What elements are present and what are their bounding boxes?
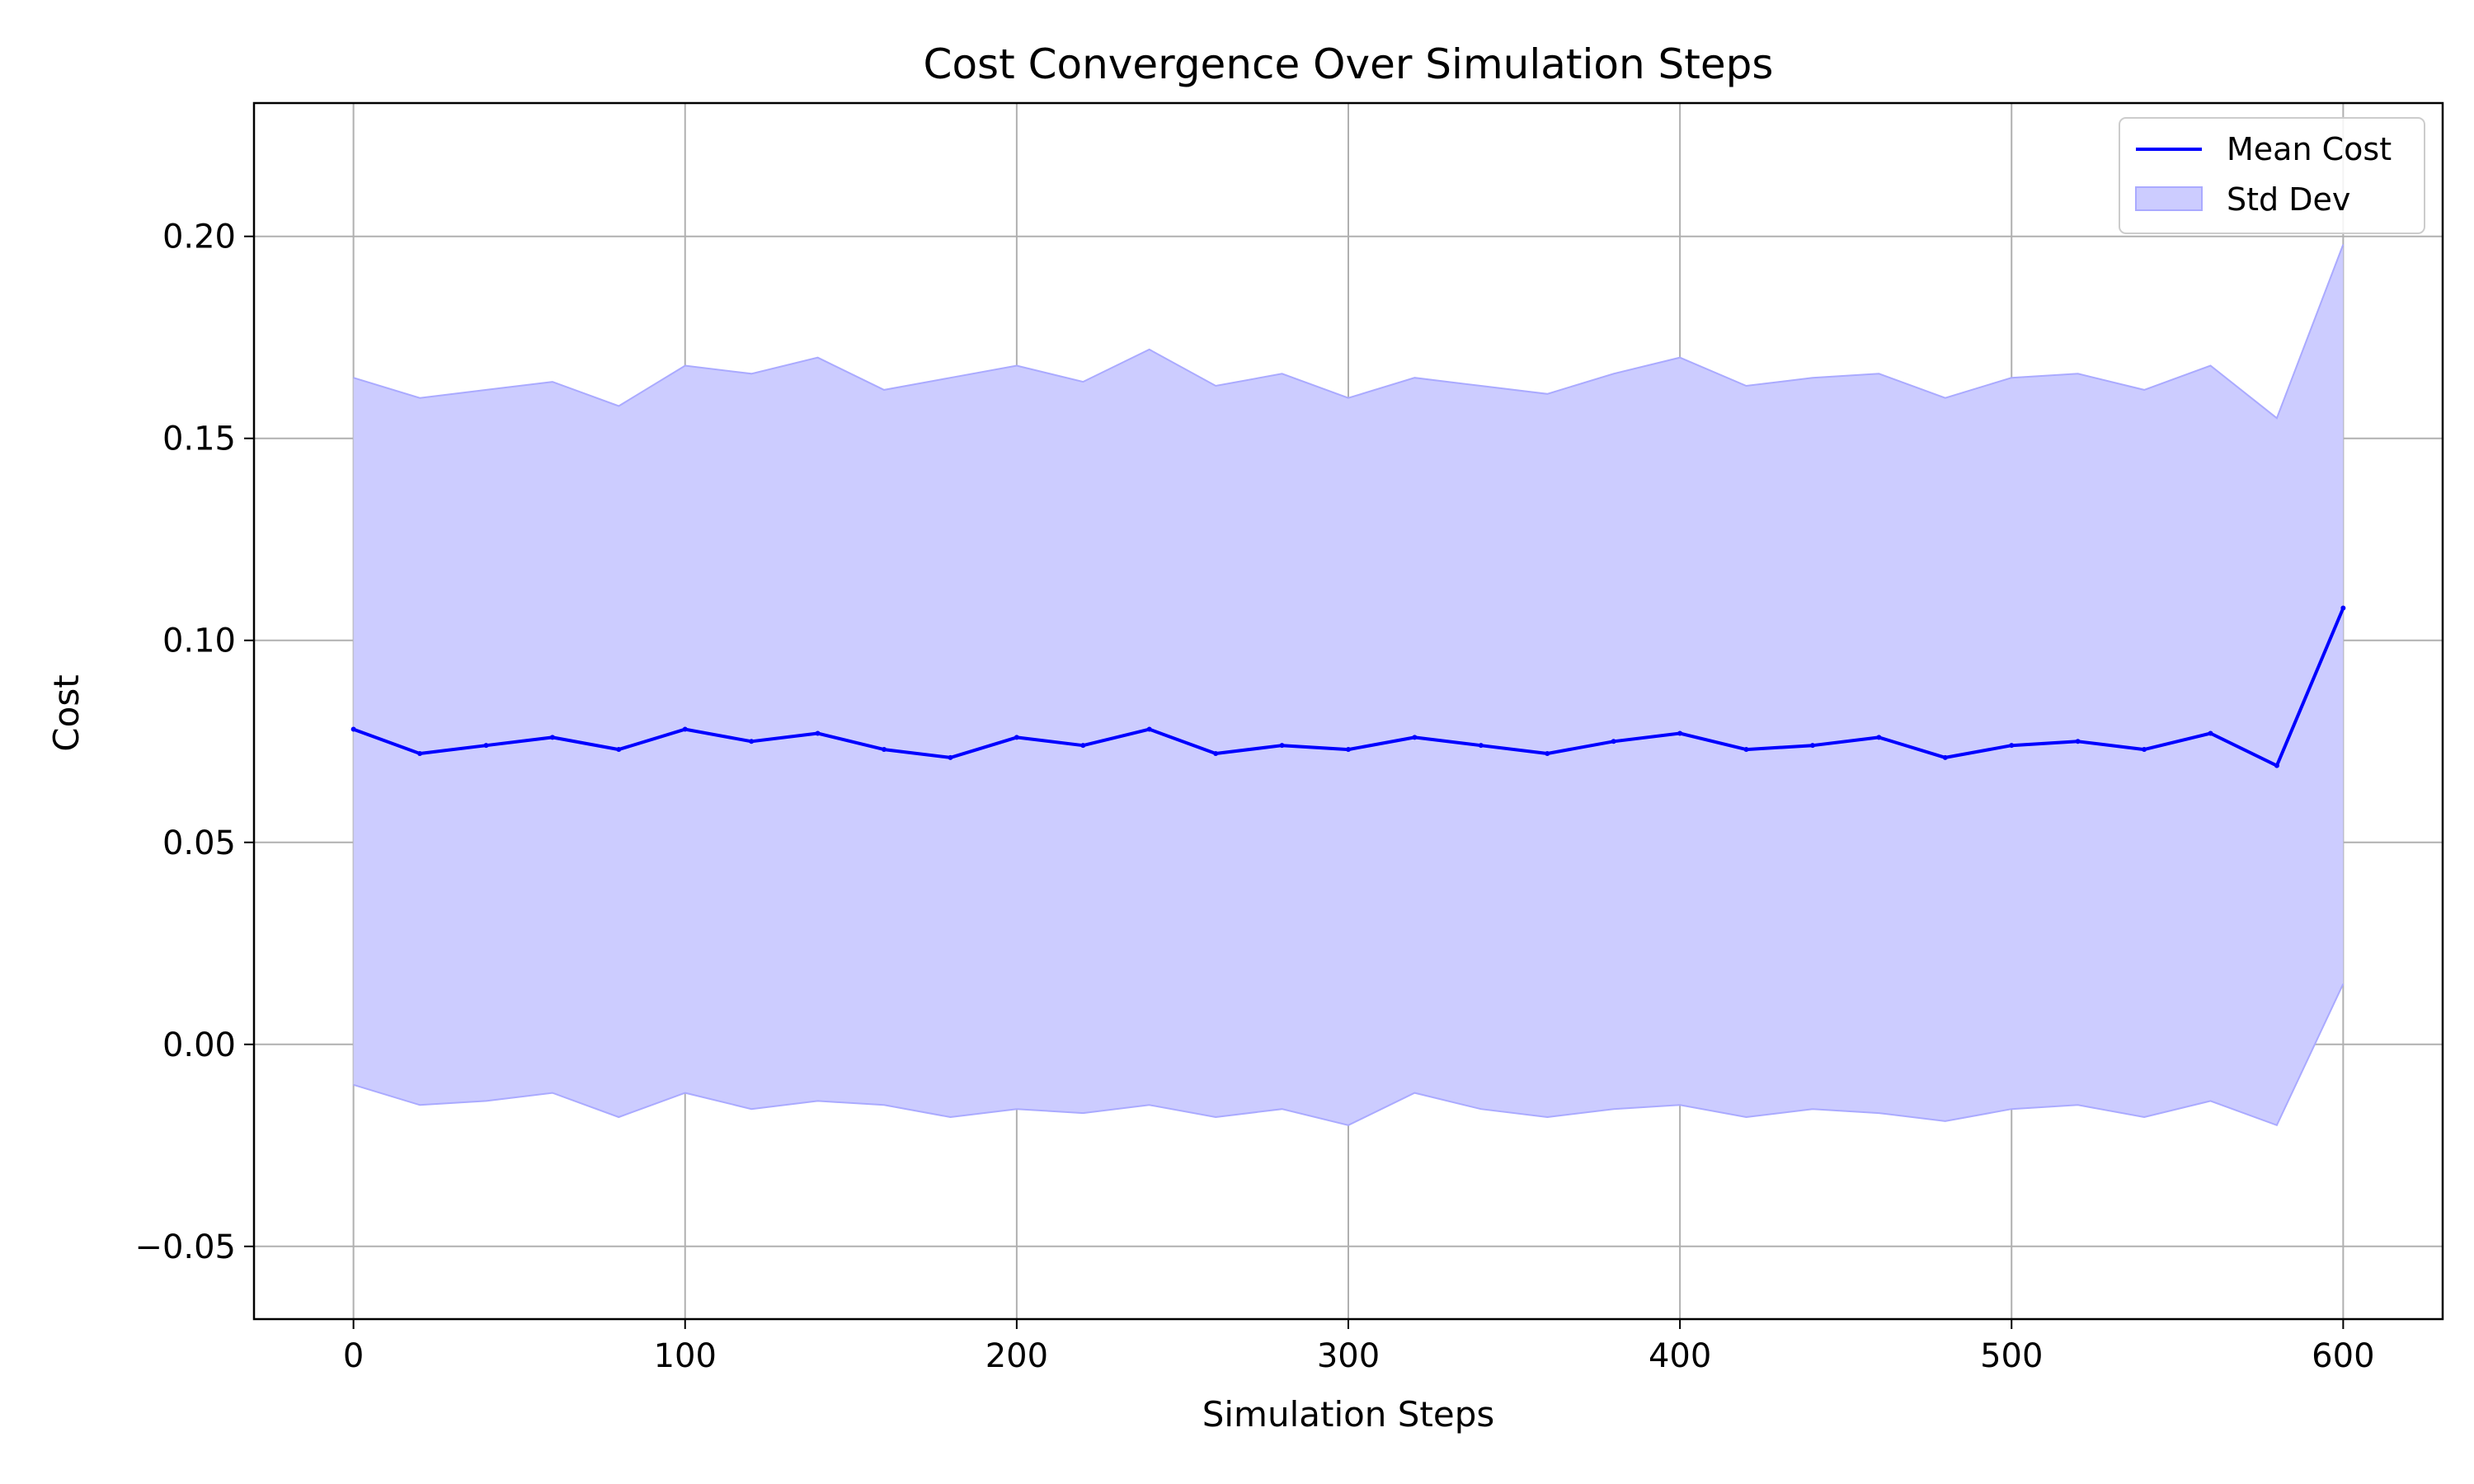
mean-cost-point xyxy=(1014,735,1019,740)
std-dev-band xyxy=(353,244,2344,1125)
x-tick-label: 600 xyxy=(2312,1337,2374,1375)
mean-cost-point xyxy=(1080,743,1086,749)
mean-cost-point xyxy=(1611,739,1616,744)
mean-cost-point xyxy=(1146,726,1152,732)
mean-cost-point xyxy=(815,730,821,736)
mean-cost-point xyxy=(1809,743,1815,749)
mean-cost-point xyxy=(2009,743,2015,749)
y-tick-label: 0.05 xyxy=(162,824,236,862)
x-axis-label: Simulation Steps xyxy=(1202,1394,1495,1435)
mean-cost-point xyxy=(1412,735,1418,740)
y-tick-label: 0.15 xyxy=(162,420,236,458)
mean-cost-point xyxy=(682,726,688,732)
x-tick-label: 400 xyxy=(1649,1337,1711,1375)
mean-cost-point xyxy=(882,747,887,753)
x-tick-label: 0 xyxy=(343,1337,364,1375)
x-tick-label: 300 xyxy=(1317,1337,1380,1375)
mean-cost-point xyxy=(1478,743,1484,749)
mean-cost-point xyxy=(549,735,555,740)
x-tick-label: 200 xyxy=(985,1337,1048,1375)
mean-cost-point xyxy=(2142,747,2147,753)
chart-title: Cost Convergence Over Simulation Steps xyxy=(924,40,1774,88)
std-dev-band-group xyxy=(353,244,2345,1127)
y-tick-label: 0.00 xyxy=(162,1026,236,1064)
std-dev-lower-edge xyxy=(353,983,2345,1127)
mean-cost-point xyxy=(1279,743,1285,749)
axis-ticks: 0 100 200 300 400 500 600 −0.05 0.00 0.05 0.10 0.15… xyxy=(134,218,2374,1375)
mean-cost-line-group xyxy=(350,605,2346,768)
std-dev-upper-edge xyxy=(353,244,2345,420)
legend-band-label: Std Dev xyxy=(2227,181,2350,218)
y-tick-label: −0.05 xyxy=(134,1228,236,1266)
mean-cost-point xyxy=(1876,735,1882,740)
mean-cost-point xyxy=(1743,747,1749,753)
y-tick-label: 0.20 xyxy=(162,218,236,256)
mean-cost-point xyxy=(2208,730,2213,736)
mean-cost-point xyxy=(350,726,356,732)
mean-cost-point xyxy=(2340,605,2346,611)
mean-cost-point xyxy=(749,739,755,744)
mean-cost-point xyxy=(1677,730,1683,736)
mean-cost-point xyxy=(1545,750,1550,756)
mean-cost-point xyxy=(1346,747,1351,753)
mean-cost-point xyxy=(1942,754,1948,760)
legend-band-swatch xyxy=(2135,186,2203,211)
legend-mean-label: Mean Cost xyxy=(2227,131,2392,167)
y-tick-label: 0.10 xyxy=(162,622,236,660)
mean-cost-point xyxy=(417,750,423,756)
mean-cost-point xyxy=(948,754,953,760)
mean-cost-point xyxy=(1213,750,1219,756)
y-axis-label: Cost xyxy=(46,674,87,751)
mean-cost-point xyxy=(2075,739,2081,744)
mean-cost-point xyxy=(483,743,489,749)
x-tick-label: 100 xyxy=(654,1337,717,1375)
legend: Mean Cost Std Dev xyxy=(2119,117,2425,234)
mean-cost-point xyxy=(616,747,622,753)
x-tick-label: 500 xyxy=(1980,1337,2043,1375)
mean-cost-point xyxy=(2274,763,2279,768)
